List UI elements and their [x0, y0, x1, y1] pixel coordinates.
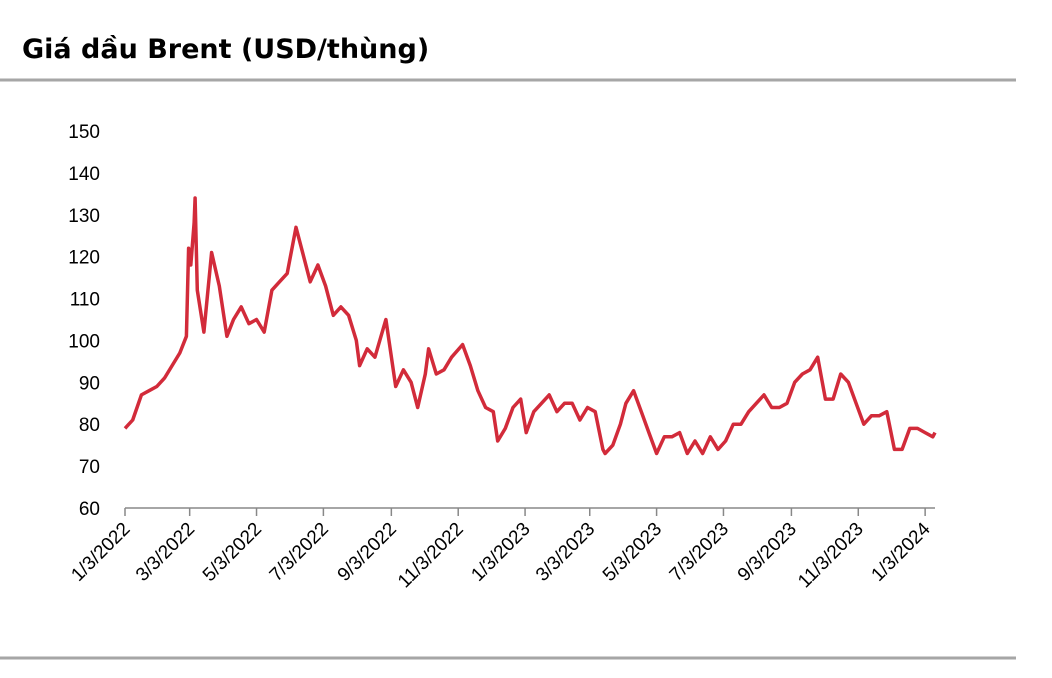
y-tick-label: 100 — [68, 331, 100, 352]
x-tick-label: 3/3/2023 — [532, 519, 599, 586]
x-tick-label: 3/3/2022 — [132, 519, 199, 586]
y-tick-label: 60 — [79, 499, 100, 520]
x-tick-label: 1/3/2022 — [67, 519, 134, 586]
chart-title: Giá dầu Brent (USD/thùng) — [22, 34, 429, 65]
y-tick-label: 130 — [68, 206, 100, 227]
x-tick-label: 7/3/2023 — [666, 519, 733, 586]
y-tick-label: 120 — [68, 248, 100, 269]
y-tick-label: 70 — [79, 457, 100, 478]
x-tick-label: 9/3/2023 — [734, 519, 801, 586]
x-tick-label: 5/3/2023 — [599, 519, 666, 586]
y-tick-label: 140 — [68, 164, 100, 185]
x-tick-label: 5/3/2022 — [199, 519, 266, 586]
y-tick-label: 80 — [79, 415, 100, 436]
x-tick-label: 1/3/2024 — [868, 518, 935, 585]
x-tick-label: 1/3/2023 — [467, 519, 534, 586]
x-tick-label: 11/3/2022 — [394, 519, 468, 593]
y-tick-label: 90 — [79, 373, 100, 394]
x-tick-label: 9/3/2022 — [334, 519, 401, 586]
y-tick-label: 150 — [68, 122, 100, 143]
x-tick-label: 11/3/2023 — [794, 519, 868, 593]
x-tick-label: 7/3/2022 — [266, 519, 333, 586]
y-tick-label: 110 — [70, 290, 100, 311]
series-line — [123, 196, 937, 456]
